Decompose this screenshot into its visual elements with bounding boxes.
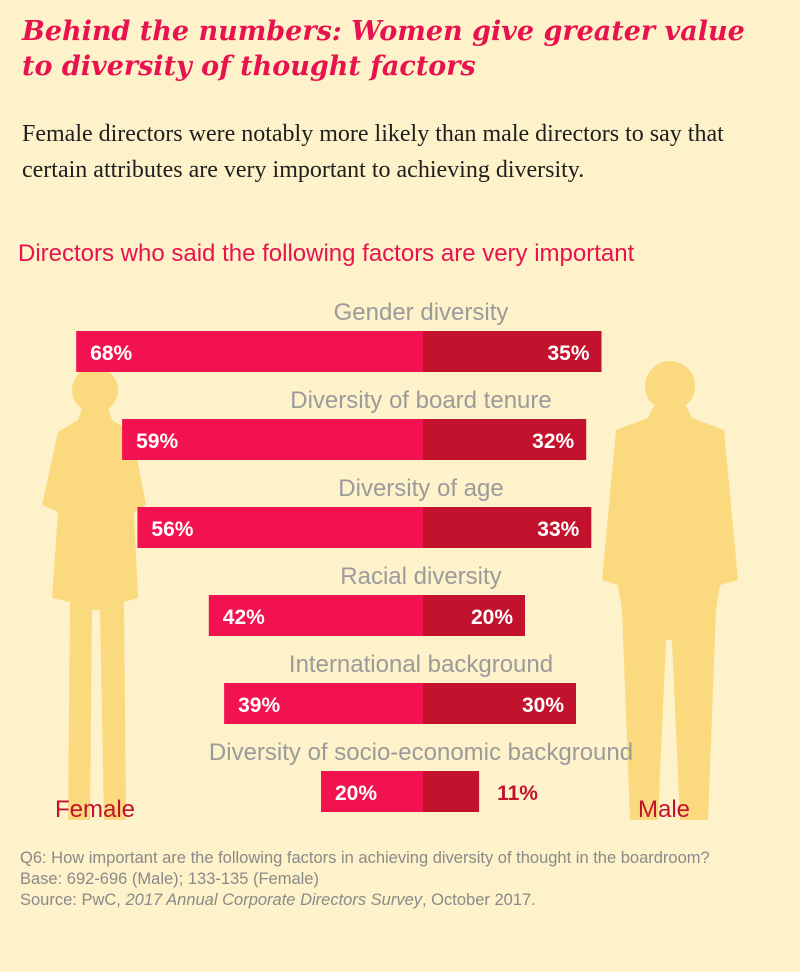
female-value-label: 68% <box>90 342 132 365</box>
male-bar <box>423 419 587 460</box>
source-title: 2017 Annual Corporate Directors Survey <box>125 891 423 909</box>
footnote: Q6: How important are the following fact… <box>20 848 790 911</box>
male-value-label: 33% <box>537 518 579 541</box>
female-bar <box>122 419 423 460</box>
female-bar <box>224 683 423 724</box>
female-value-label: 39% <box>238 694 280 717</box>
male-bar <box>423 683 576 724</box>
category-label: Diversity of board tenure <box>290 387 551 414</box>
female-silhouette-icon <box>42 367 146 820</box>
female-value-label: 56% <box>151 518 193 541</box>
female-bar <box>321 771 423 812</box>
male-bar <box>423 507 592 548</box>
footnote-question: Q6: How important are the following fact… <box>20 849 710 867</box>
diverging-bar-chart: Gender diversity 68% 35% Diversity of board… <box>42 299 738 820</box>
source-suffix: , October 2017. <box>422 891 536 909</box>
male-bar <box>423 331 602 372</box>
female-value-label: 20% <box>335 782 377 805</box>
male-bar <box>423 771 480 812</box>
source-prefix: Source: PwC, <box>20 891 126 909</box>
category-label: Gender diversity <box>334 299 509 326</box>
footnote-source: Source: PwC, 2017 Annual Corporate Direc… <box>20 890 790 911</box>
category-label: International background <box>289 651 553 678</box>
female-value-label: 59% <box>136 430 178 453</box>
male-value-label: 32% <box>532 430 574 453</box>
female-label: Female <box>55 796 136 823</box>
chart-subtitle: Directors who said the following factors… <box>18 240 635 267</box>
female-bar <box>76 331 423 372</box>
male-value-label: 35% <box>547 342 589 365</box>
category-label: Racial diversity <box>340 563 501 590</box>
footnote-base: Base: 692-696 (Male); 133-135 (Female) <box>20 870 319 888</box>
male-value-label: 20% <box>471 606 513 629</box>
female-value-label: 42% <box>223 606 265 629</box>
male-label: Male <box>638 796 691 823</box>
male-silhouette-icon <box>602 361 738 820</box>
male-bar <box>423 595 525 636</box>
male-value-label: 30% <box>522 694 564 717</box>
male-value-label: 11% <box>497 782 538 805</box>
female-bar <box>137 507 423 548</box>
category-label: Diversity of socio-economic background <box>209 739 633 766</box>
intro-text: Female directors were notably more likel… <box>22 121 724 183</box>
female-bar <box>208 595 423 636</box>
chart-title: Behind the numbers: Women give greater v… <box>22 16 745 82</box>
category-label: Diversity of age <box>338 475 503 502</box>
